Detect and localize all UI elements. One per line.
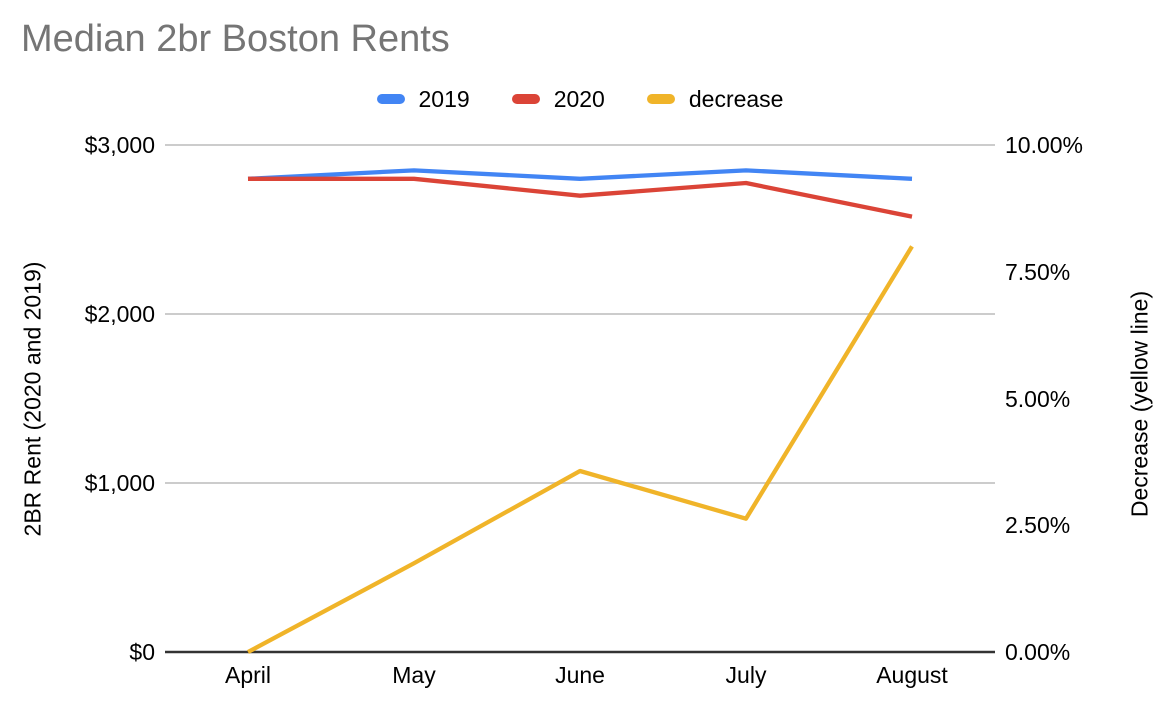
series-line-decrease: [246, 245, 914, 654]
legend-swatch-decrease-icon: [646, 94, 675, 104]
right-axis-tick-label: 5.00%: [1005, 385, 1071, 412]
left-axis-tick-label: $0: [129, 639, 155, 665]
legend-label-decrease: decrease: [688, 85, 784, 112]
legend-item-2020: 2020: [511, 85, 605, 112]
chart-title: Median 2br Boston Rents: [21, 18, 450, 60]
left-axis-tick-label: $1,000: [84, 470, 155, 496]
legend-item-decrease: decrease: [646, 85, 784, 112]
series-line-2019: [247, 168, 913, 181]
left-axis-tick-label: $2,000: [84, 301, 155, 327]
left-axis-tick-label: $3,000: [84, 132, 155, 158]
legend-label-2019: 2019: [418, 85, 470, 112]
x-axis-tick-label: August: [876, 662, 948, 688]
legend-label-2020: 2020: [553, 85, 605, 112]
x-axis-tick-label: April: [224, 662, 271, 688]
legend: 2019 2020 decrease: [165, 84, 995, 114]
legend-item-2019: 2019: [376, 85, 470, 112]
series-line-2020: [248, 176, 913, 219]
right-axis-tick-label: 10.00%: [1005, 132, 1084, 158]
legend-swatch-2020-icon: [511, 94, 540, 104]
right-axis-tick-label: 0.00%: [1005, 639, 1071, 665]
x-axis-tick-label: June: [555, 662, 605, 688]
x-axis-tick-label: July: [725, 662, 767, 688]
legend-swatch-2019-icon: [376, 94, 405, 104]
right-axis-tick-label: 2.50%: [1005, 512, 1071, 539]
x-axis-tick-label: May: [392, 662, 436, 688]
right-axis-tick-label: 7.50%: [1005, 258, 1071, 285]
